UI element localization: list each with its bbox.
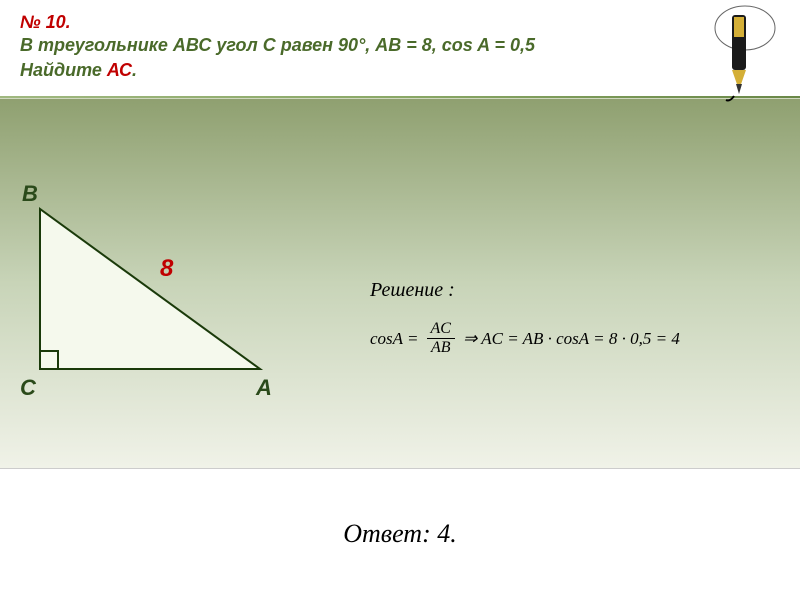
formula-fraction: AC AB xyxy=(427,320,455,357)
problem-find-target: АС xyxy=(107,60,132,80)
triangle-diagram: B C A 8 xyxy=(30,199,290,404)
divider xyxy=(0,95,800,99)
pen-icon xyxy=(690,0,780,115)
answer-area: Ответ: 4. xyxy=(0,469,800,549)
frac-numerator: AC xyxy=(427,320,455,339)
frac-denominator: AB xyxy=(427,339,455,357)
triangle-svg xyxy=(30,199,290,399)
formula-lhs: cosA xyxy=(370,329,403,349)
solution-block: Решение : cosA = AC AB ⇒ AC = AB · cosA … xyxy=(370,279,680,357)
formula-eq1: = xyxy=(407,329,418,349)
solution-formula: cosA = AC AB ⇒ AC = AB · cosA = 8 · 0,5 … xyxy=(370,320,680,357)
main-area: B C A 8 Решение : cosA = AC AB ⇒ AC = AB… xyxy=(0,99,800,469)
formula-implies: ⇒ xyxy=(463,329,477,349)
vertex-a-label: A xyxy=(256,375,272,401)
problem-line2-prefix: Найдите xyxy=(20,60,107,80)
vertex-b-label: B xyxy=(22,181,38,207)
formula-rhs: AC = AB · cosA = 8 · 0,5 = 4 xyxy=(481,329,680,349)
vertex-c-label: C xyxy=(20,375,36,401)
solution-title: Решение : xyxy=(370,279,680,302)
answer-text: Ответ: 4. xyxy=(0,519,800,549)
problem-number: № 10. xyxy=(20,12,780,33)
problem-line2-suffix: . xyxy=(132,60,137,80)
problem-line1: В треугольнике АВС угол С равен 90°, АВ … xyxy=(20,35,535,55)
side-ab-label: 8 xyxy=(160,255,173,283)
problem-text: В треугольнике АВС угол С равен 90°, АВ … xyxy=(20,33,780,83)
problem-header: № 10. В треугольнике АВС угол С равен 90… xyxy=(0,0,800,91)
